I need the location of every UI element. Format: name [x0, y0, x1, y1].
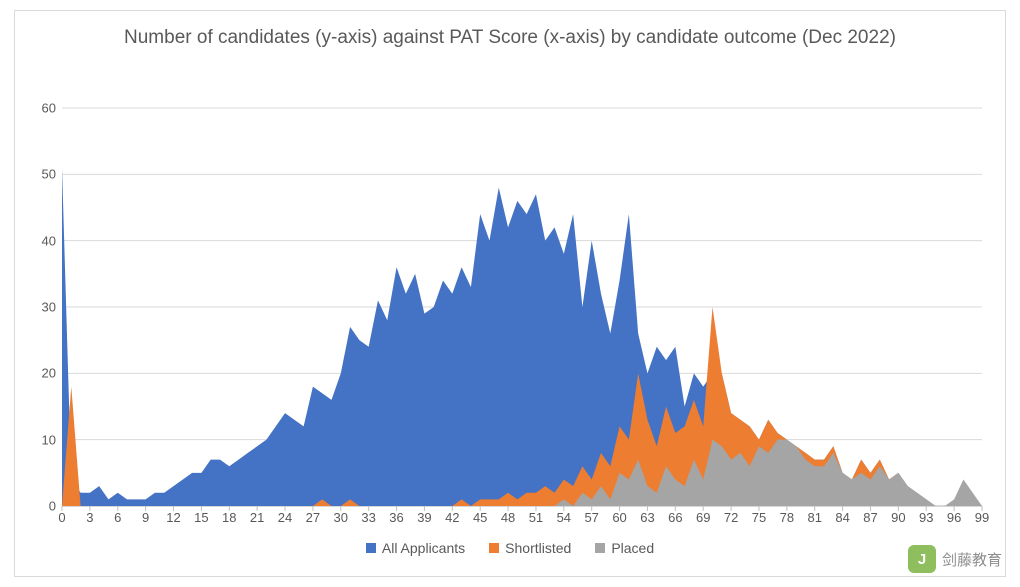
x-tick-label: 12	[166, 506, 180, 525]
x-tick-label: 54	[557, 506, 571, 525]
watermark: J 剑藤教育	[908, 545, 1002, 573]
x-tick-label: 9	[142, 506, 149, 525]
x-tick-label: 51	[529, 506, 543, 525]
x-tick-label: 63	[640, 506, 654, 525]
y-tick-label: 40	[42, 233, 62, 248]
x-tick-label: 3	[86, 506, 93, 525]
x-tick-label: 24	[278, 506, 292, 525]
legend-swatch	[366, 543, 376, 553]
x-tick-label: 36	[389, 506, 403, 525]
x-tick-label: 39	[417, 506, 431, 525]
x-tick-label: 57	[584, 506, 598, 525]
x-tick-label: 45	[473, 506, 487, 525]
x-tick-label: 6	[114, 506, 121, 525]
legend-item-placed: Placed	[595, 540, 654, 556]
x-tick-label: 78	[780, 506, 794, 525]
legend-label: Placed	[611, 540, 654, 556]
x-tick-label: 18	[222, 506, 236, 525]
series-all_applicants	[62, 168, 982, 506]
x-tick-label: 75	[752, 506, 766, 525]
legend-item-all_applicants: All Applicants	[366, 540, 465, 556]
x-tick-label: 72	[724, 506, 738, 525]
y-tick-label: 20	[42, 366, 62, 381]
legend-item-shortlisted: Shortlisted	[489, 540, 571, 556]
x-tick-label: 87	[863, 506, 877, 525]
y-tick-label: 30	[42, 300, 62, 315]
watermark-logo: J	[908, 545, 936, 573]
x-tick-label: 66	[668, 506, 682, 525]
x-tick-label: 99	[975, 506, 989, 525]
watermark-text: 剑藤教育	[942, 549, 1002, 570]
chart-title: Number of candidates (y-axis) against PA…	[14, 26, 1006, 50]
plot-area: 0102030405060036912151821242730333639424…	[62, 108, 982, 506]
y-tick-label: 50	[42, 167, 62, 182]
y-tick-label: 60	[42, 101, 62, 116]
x-tick-label: 81	[807, 506, 821, 525]
x-tick-label: 84	[835, 506, 849, 525]
x-tick-label: 90	[891, 506, 905, 525]
area-chart-svg	[62, 108, 982, 506]
x-tick-label: 69	[696, 506, 710, 525]
y-tick-label: 10	[42, 432, 62, 447]
x-tick-label: 27	[306, 506, 320, 525]
x-tick-label: 42	[445, 506, 459, 525]
x-tick-label: 93	[919, 506, 933, 525]
legend-label: Shortlisted	[505, 540, 571, 556]
x-tick-label: 15	[194, 506, 208, 525]
legend-swatch	[489, 543, 499, 553]
legend-label: All Applicants	[382, 540, 465, 556]
x-tick-label: 60	[612, 506, 626, 525]
chart-legend: All Applicants Shortlisted Placed	[14, 540, 1006, 556]
x-tick-label: 0	[58, 506, 65, 525]
x-tick-label: 48	[501, 506, 515, 525]
x-tick-label: 21	[250, 506, 264, 525]
x-tick-label: 30	[334, 506, 348, 525]
x-tick-label: 33	[361, 506, 375, 525]
legend-swatch	[595, 543, 605, 553]
x-tick-label: 96	[947, 506, 961, 525]
